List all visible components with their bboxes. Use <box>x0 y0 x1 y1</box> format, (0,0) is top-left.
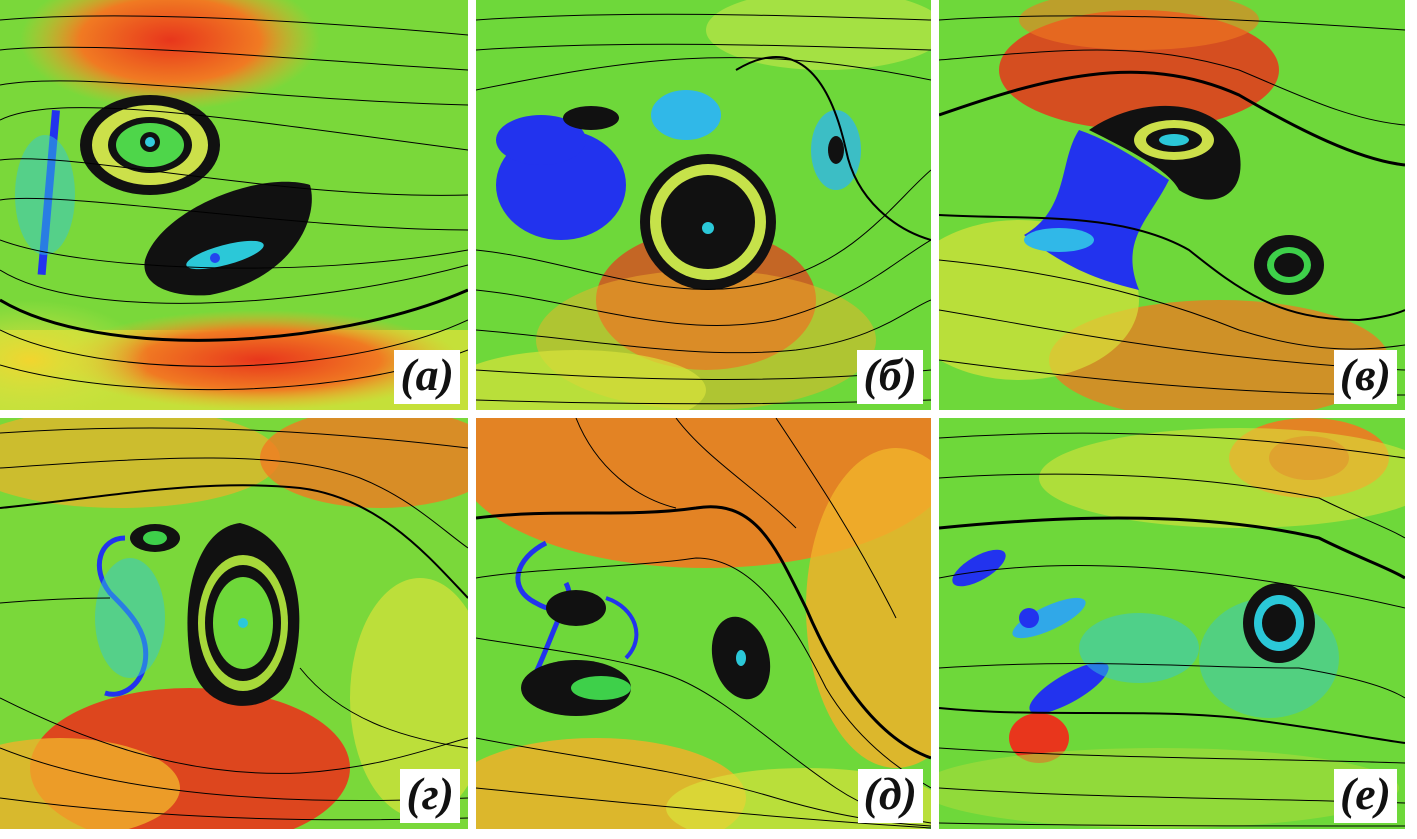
panel-e: (д) <box>476 418 931 829</box>
panel-c: (в) <box>939 0 1405 410</box>
panel-label-e: (д) <box>857 769 923 823</box>
flow-field-d <box>0 418 468 829</box>
flow-field-c <box>939 0 1405 410</box>
flow-field-a <box>0 0 468 410</box>
flow-field-e <box>476 418 931 829</box>
panel-label-c: (в) <box>1333 350 1397 404</box>
panel-d: (г) <box>0 418 468 829</box>
panel-label-a: (а) <box>394 350 460 404</box>
panel-label-d: (г) <box>400 769 460 823</box>
flow-field-b <box>476 0 931 410</box>
panel-a: (а) <box>0 0 468 410</box>
panel-label-b: (б) <box>857 350 923 404</box>
panel-label-f: (е) <box>1333 769 1397 823</box>
flow-field-f <box>939 418 1405 829</box>
panel-b: (б) <box>476 0 931 410</box>
panel-f: (е) <box>939 418 1405 829</box>
